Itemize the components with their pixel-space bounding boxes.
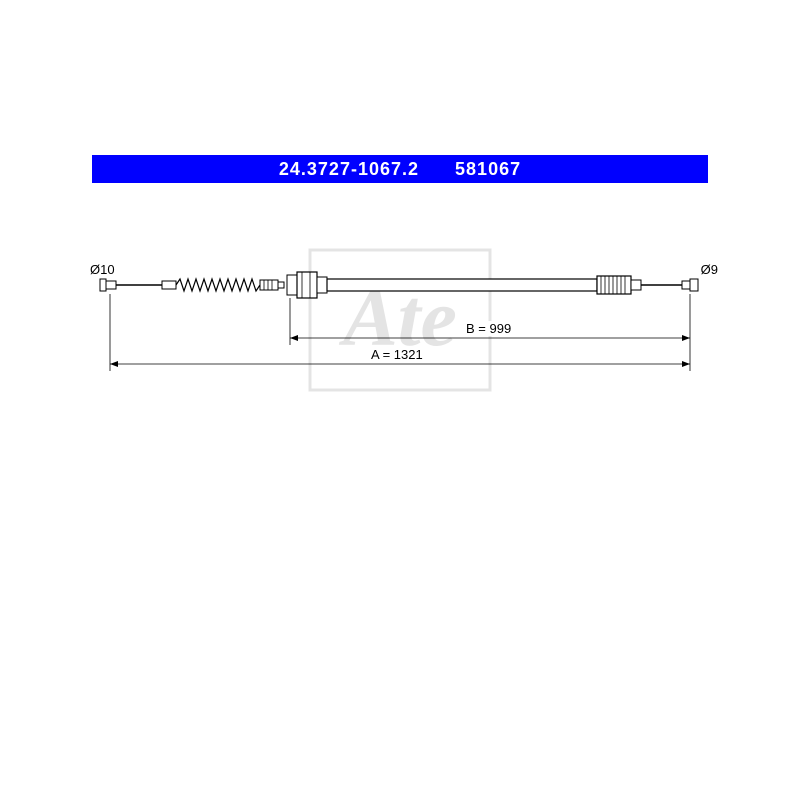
- technical-diagram: Ate: [92, 190, 708, 450]
- left-end-fitting: [100, 279, 176, 291]
- right-diameter-label: Ø9: [701, 262, 718, 277]
- part-number: 24.3727-1067.2: [279, 159, 419, 179]
- outer-cable: [327, 279, 597, 291]
- right-end-fitting: [682, 279, 698, 291]
- dim-b-label: B = 999: [462, 321, 515, 336]
- ferrule-right: [597, 276, 641, 294]
- header-bar: 24.3727-1067.2 581067: [92, 155, 708, 183]
- dim-a-label: A = 1321: [367, 347, 427, 362]
- spring-section: [176, 279, 260, 291]
- cable-diagram-svg: [92, 190, 708, 450]
- adjuster: [260, 280, 284, 290]
- ferrule-left: [287, 272, 327, 298]
- part-code: 581067: [455, 159, 521, 179]
- left-diameter-label: Ø10: [90, 262, 115, 277]
- dimension-b: [290, 294, 690, 345]
